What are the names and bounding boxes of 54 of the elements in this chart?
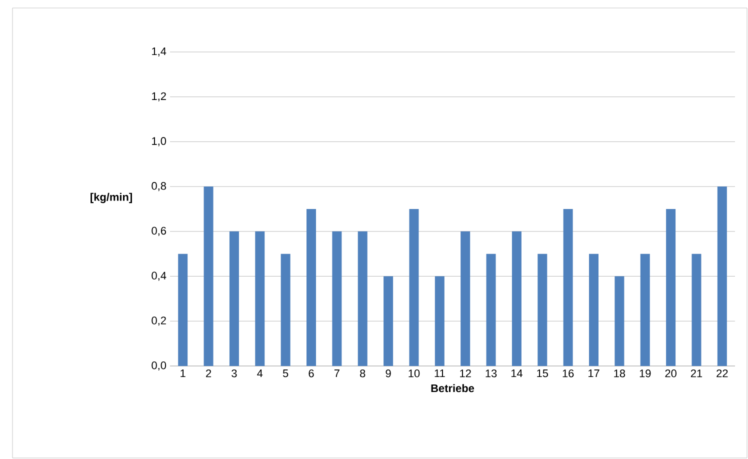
x-tick-label: 12 xyxy=(460,370,471,378)
bar xyxy=(384,276,394,366)
bar xyxy=(229,231,239,366)
y-tick-label: 0,4 xyxy=(152,272,166,281)
bar xyxy=(280,254,290,366)
y-tick-label: 0,8 xyxy=(152,182,166,192)
x-tick-label: 1 xyxy=(180,370,186,378)
x-tick-label: 21 xyxy=(690,370,702,378)
y-tick-label: 1,2 xyxy=(152,92,166,102)
bar xyxy=(204,186,214,366)
bar xyxy=(614,276,624,366)
x-tick-label: 16 xyxy=(562,370,574,378)
x-tick-label: 7 xyxy=(334,370,340,378)
bar xyxy=(640,254,650,366)
x-tick-label: 5 xyxy=(282,370,288,378)
bar xyxy=(486,254,496,366)
x-tick-label: 13 xyxy=(486,370,497,378)
bar xyxy=(434,276,444,366)
bar xyxy=(358,231,368,366)
x-tick-label: 8 xyxy=(360,370,366,378)
x-tick-label: 20 xyxy=(665,370,676,378)
bar xyxy=(589,254,599,366)
bar xyxy=(409,208,419,366)
y-tick-label: 0,0 xyxy=(152,361,166,371)
x-tick-label: 6 xyxy=(308,370,314,378)
x-tick-label: 14 xyxy=(511,370,522,378)
bar xyxy=(563,208,573,366)
x-axis-title: Betriebe xyxy=(431,384,474,392)
bar xyxy=(460,231,470,366)
bar xyxy=(692,254,702,366)
x-tick-label: 19 xyxy=(640,370,651,378)
x-tick-label: 22 xyxy=(716,370,728,378)
y-tick-label: 1,4 xyxy=(152,48,166,56)
x-tick-label: 15 xyxy=(537,370,548,378)
bar xyxy=(512,231,522,366)
x-tick-label: 17 xyxy=(588,370,600,378)
y-axis-title: [kg/min] xyxy=(90,192,132,204)
x-tick-label: 3 xyxy=(232,370,237,378)
x-tick-label: 2 xyxy=(206,370,212,378)
x-tick-label: 10 xyxy=(408,370,420,378)
bar xyxy=(666,208,676,366)
bar xyxy=(717,186,727,366)
x-tick-label: 18 xyxy=(614,370,626,378)
y-tick-label: 0,6 xyxy=(152,226,166,236)
bar xyxy=(538,254,548,366)
bar xyxy=(332,231,342,366)
x-tick-label: 9 xyxy=(386,370,391,378)
y-tick-label: 0,2 xyxy=(152,316,166,326)
y-tick-label: 1,0 xyxy=(152,137,166,146)
x-tick-label: 4 xyxy=(257,370,263,378)
bar xyxy=(306,208,316,366)
x-tick-label: 11 xyxy=(434,370,445,378)
bar xyxy=(255,231,265,366)
bar xyxy=(178,254,188,366)
